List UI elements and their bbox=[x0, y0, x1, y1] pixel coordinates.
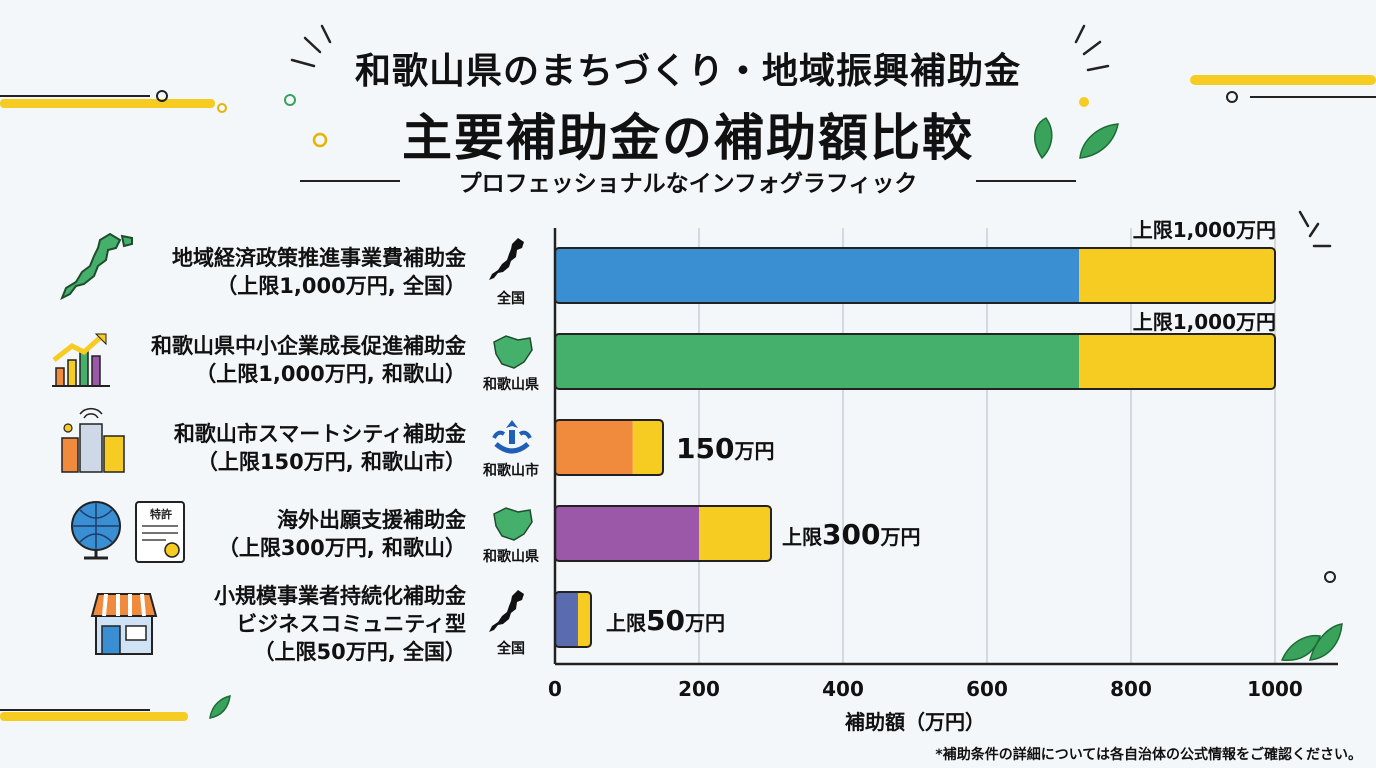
bar-annotation: 上限50万円 bbox=[606, 604, 725, 637]
page-title-line2: 主要補助金の補助額比較 bbox=[402, 109, 974, 167]
region-label: 全国 bbox=[497, 641, 525, 657]
bar-segment-cap bbox=[1079, 248, 1275, 303]
x-tick-label: 400 bbox=[822, 677, 864, 701]
x-tick-label: 0 bbox=[548, 677, 562, 701]
bar-segment-cap bbox=[632, 420, 663, 475]
japan-map-icon bbox=[489, 238, 524, 280]
japan-map-icon bbox=[489, 590, 524, 632]
x-axis-label: 補助額（万円） bbox=[845, 710, 985, 734]
bar-annotation: 上限1,000万円 bbox=[1132, 310, 1276, 334]
bar-segment-main bbox=[555, 420, 633, 475]
bar-annotation: 上限1,000万円 bbox=[1132, 218, 1276, 242]
bar-segment-main bbox=[555, 248, 1080, 303]
x-tick-label: 800 bbox=[1110, 677, 1152, 701]
row-label: 地域経済政策推進事業費補助金 （上限1,000万円, 全国） bbox=[172, 246, 466, 298]
page-title-line1: 和歌山県のまちづくり・地域振興補助金 bbox=[354, 51, 1021, 92]
bar-segment-main bbox=[555, 592, 579, 647]
row-label: 和歌山県中小企業成長促進補助金 （上限1,000万円, 和歌山） bbox=[151, 334, 466, 386]
region-label: 和歌山市 bbox=[483, 463, 539, 479]
row-label: 和歌山市スマートシティ補助金 （上限150万円, 和歌山市） bbox=[173, 422, 466, 474]
subtitle-divider-right bbox=[976, 180, 1076, 182]
growth-chart-icon bbox=[52, 333, 110, 387]
x-tick-label: 200 bbox=[678, 677, 720, 701]
bar-segment-cap bbox=[1079, 334, 1275, 389]
leaf-icon bbox=[209, 117, 1343, 719]
region-label: 全国 bbox=[497, 291, 525, 307]
globe-patent-icon: 特許 bbox=[71, 501, 185, 563]
subtitle: プロフェッショナルなインフォグラフィック bbox=[458, 171, 918, 197]
bar-annotation: 上限300万円 bbox=[782, 518, 921, 551]
bar-segment-main bbox=[555, 506, 699, 561]
wakayama-map-icon bbox=[493, 507, 533, 541]
row-label: 海外出願支援補助金 （上限300万円, 和歌山） bbox=[217, 508, 466, 560]
wakayama-map-icon bbox=[493, 335, 533, 369]
shop-icon bbox=[90, 593, 158, 655]
x-tick-label: 1000 bbox=[1247, 677, 1303, 701]
bar-segment-cap bbox=[578, 592, 591, 647]
footnote: *補助条件の詳細については各自治体の公式情報をご確認ください。 bbox=[935, 747, 1362, 763]
bar-segment-main bbox=[555, 334, 1080, 389]
row-label: 小規模事業者持続化補助金 ビジネスコミュニティ型 （上限50万円, 全国） bbox=[214, 584, 466, 664]
subtitle-divider-left bbox=[300, 180, 400, 182]
smart-city-icon bbox=[61, 407, 125, 473]
japan-map-icon bbox=[60, 232, 133, 301]
x-tick-label: 600 bbox=[966, 677, 1008, 701]
bar-segment-cap bbox=[699, 506, 771, 561]
patent-text: 特許 bbox=[150, 507, 172, 521]
bar-annotation: 150万円 bbox=[676, 432, 775, 465]
city-emblem-icon bbox=[492, 420, 532, 454]
region-label: 和歌山県 bbox=[483, 377, 539, 393]
region-label: 和歌山県 bbox=[483, 549, 539, 565]
